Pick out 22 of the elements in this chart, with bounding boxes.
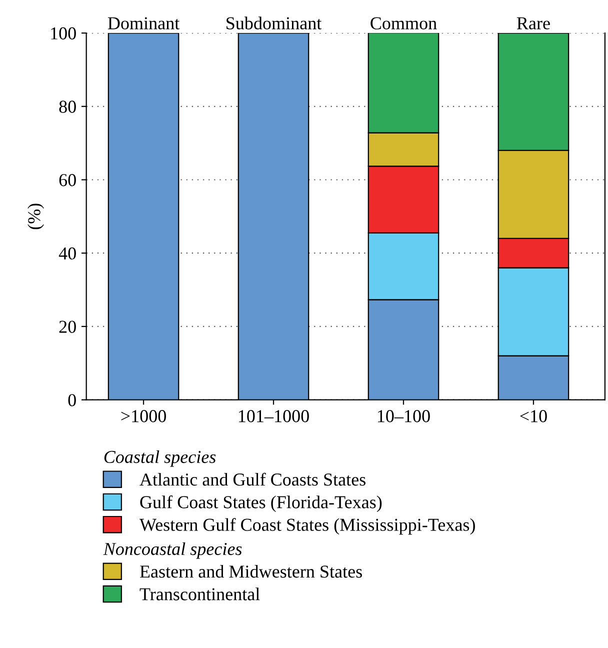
x-tick-label: 10–100 xyxy=(378,410,430,422)
y-tick-label: 80 xyxy=(59,100,76,113)
legend-label: Eastern and Midwestern States xyxy=(140,565,362,578)
text: Dominant xyxy=(108,17,180,30)
y-axis-title: (%) xyxy=(28,204,44,230)
text: Common xyxy=(370,17,437,30)
text: Coastal species xyxy=(104,450,216,467)
legend-label: Atlantic and Gulf Coasts States xyxy=(140,472,366,486)
y-tick-label: 60 xyxy=(59,174,76,186)
y-tick-label: 0 xyxy=(68,394,76,406)
x-tick-label: <10 xyxy=(520,410,547,422)
y-tick-label: 40 xyxy=(58,247,76,260)
text: Noncoastal species xyxy=(103,542,242,559)
legend-label: Western Gulf Coast States (Mississippi-Texas) xyxy=(139,518,475,535)
legend-label: Gulf Coast States (Florida-Texas) xyxy=(140,495,382,512)
text: Subdominant xyxy=(226,16,322,30)
y-tick-label: 20 xyxy=(59,320,76,333)
y-tick-label: 100 xyxy=(51,27,76,40)
x-tick-label: 101–1000 xyxy=(238,410,309,422)
text: Rare xyxy=(516,17,550,30)
x-tick-label: >1000 xyxy=(121,410,166,422)
legend-label: Transcontinental xyxy=(140,588,260,600)
